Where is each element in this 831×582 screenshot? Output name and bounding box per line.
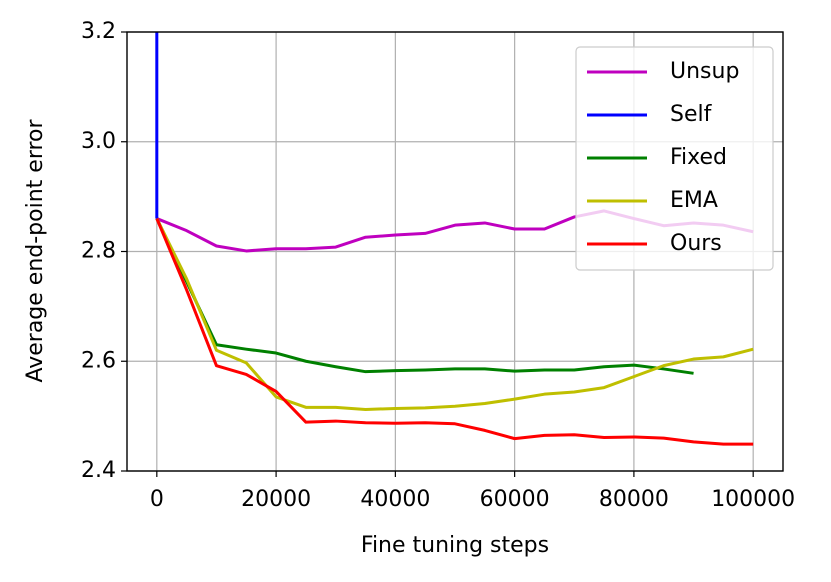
- y-tick-label: 2.4: [81, 458, 116, 483]
- legend-box: [575, 46, 774, 271]
- legend-label: Fixed: [670, 145, 727, 170]
- x-tick-label: 40000: [360, 487, 430, 512]
- x-tick-label: 20000: [241, 487, 311, 512]
- legend-label: Ours: [670, 231, 722, 256]
- y-axis-label: Average end-point error: [23, 119, 48, 383]
- legend-label: EMA: [670, 188, 718, 213]
- legend-label: Self: [670, 102, 713, 127]
- data-line: [155, 217, 754, 412]
- x-tick-label: 60000: [480, 487, 550, 512]
- legend-label: Unsup: [670, 59, 739, 84]
- x-tick-label: 80000: [599, 487, 669, 512]
- x-axis-label: Fine tuning steps: [361, 533, 549, 558]
- x-tick-label: 100000: [711, 487, 795, 512]
- data-line: [155, 217, 754, 446]
- y-tick-label: 3.0: [81, 129, 116, 154]
- y-tick-label: 3.2: [81, 19, 116, 44]
- y-tick-label: 2.8: [81, 239, 116, 264]
- y-tick-label: 2.6: [81, 348, 116, 373]
- plot-frame: [126, 31, 784, 472]
- x-tick-label: 0: [150, 487, 164, 512]
- data-line: [155, 217, 694, 375]
